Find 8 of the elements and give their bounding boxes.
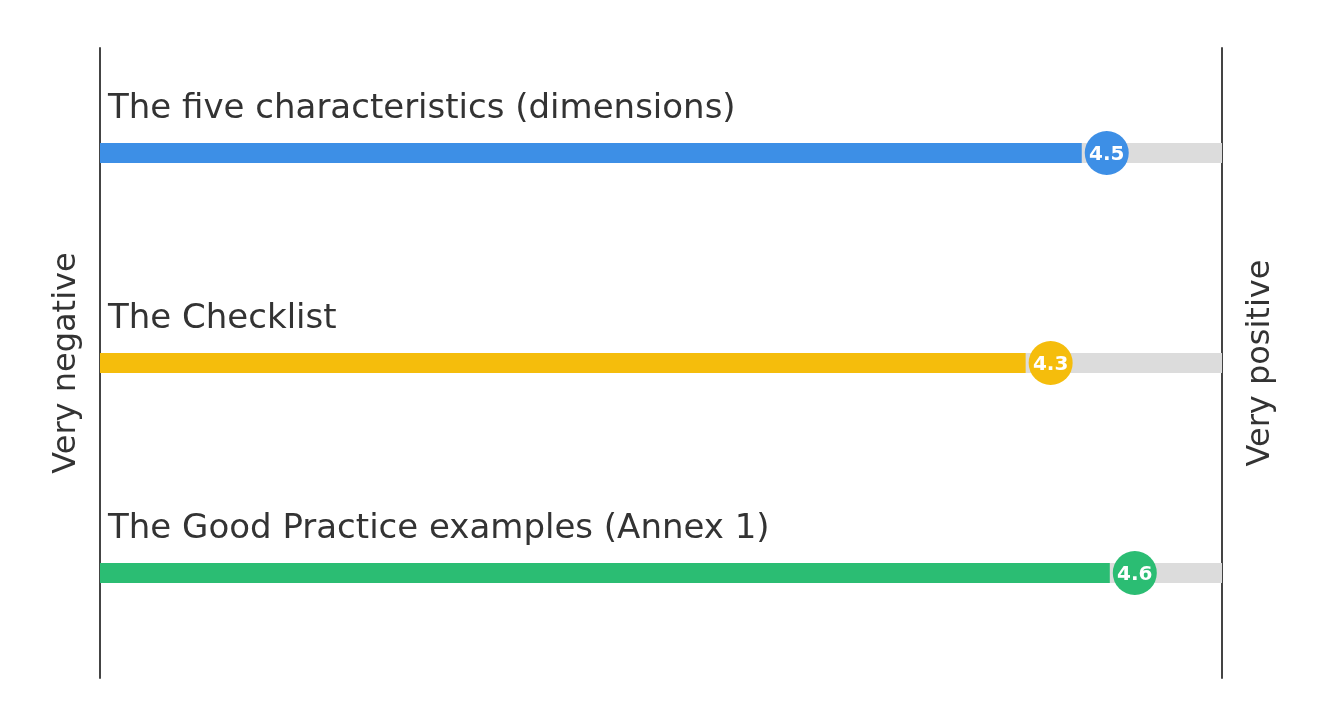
data-label: 4.3 <box>1032 351 1069 375</box>
text: Very positive <box>1239 259 1277 467</box>
y-tick-label: The Good Practice examples (Annex 1) <box>107 506 770 546</box>
data-label: 4.6 <box>1117 561 1153 585</box>
y-tick-label: The five characteristics (dimensions) <box>107 86 736 126</box>
text: Very negative <box>45 252 83 474</box>
y-tick-label: The Checklist <box>107 296 337 336</box>
data-label: 4.5 <box>1089 141 1125 165</box>
